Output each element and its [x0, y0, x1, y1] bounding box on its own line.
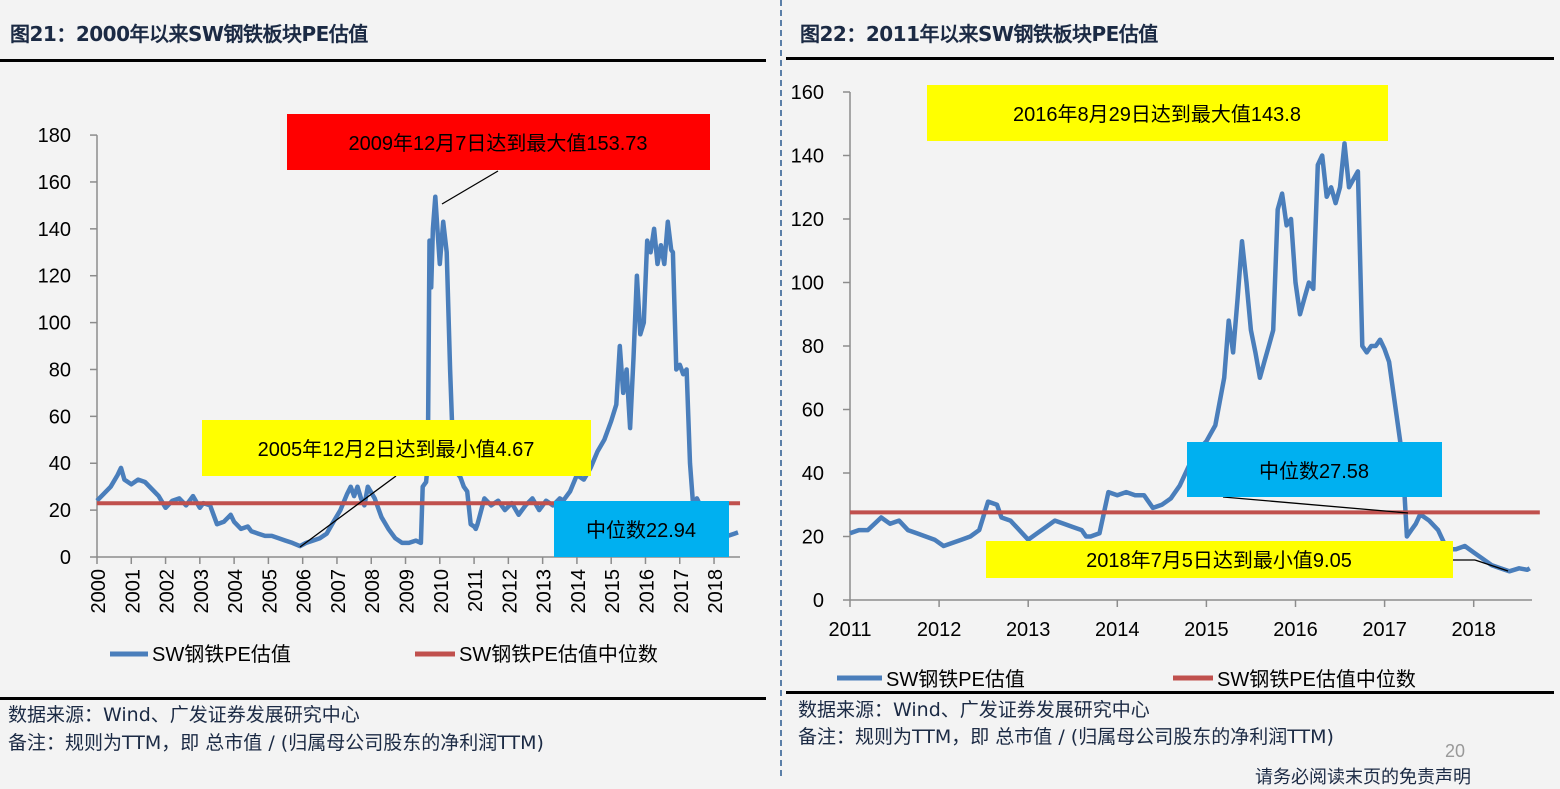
right-min-annotation-box	[986, 541, 1453, 578]
left-legend-median-label: SW钢铁PE估值中位数	[459, 643, 658, 666]
y-tick-label: 40	[802, 463, 824, 485]
x-tick-label: 2000	[88, 569, 110, 614]
right-legend-series-label: SW钢铁PE估值	[886, 668, 1025, 691]
x-tick-label: 2002	[157, 569, 179, 614]
x-tick-label: 2017	[1362, 619, 1407, 641]
x-tick-label: 2016	[636, 569, 658, 614]
x-tick-label: 2017	[671, 569, 693, 614]
left-chart-title: 图21：2000年以来SW钢铁板块PE估值	[10, 22, 368, 46]
x-tick-label: 2012	[499, 569, 521, 614]
x-tick-label: 2018	[1451, 619, 1496, 641]
y-tick-label: 140	[791, 146, 824, 168]
y-tick-label: 20	[802, 527, 824, 549]
right-footer-divider	[786, 691, 1554, 694]
y-tick-label: 180	[38, 125, 71, 147]
y-tick-label: 140	[38, 219, 71, 241]
x-tick-label: 2005	[259, 569, 281, 614]
right-legend-median-label: SW钢铁PE估值中位数	[1217, 668, 1416, 691]
y-tick-label: 80	[49, 359, 71, 381]
left-pe-series-line	[95, 194, 739, 549]
x-tick-label: 2010	[431, 569, 453, 614]
x-tick-label: 2014	[1095, 619, 1140, 641]
right-median-annotation-box	[1187, 442, 1442, 497]
left-title-divider	[0, 59, 766, 62]
y-tick-label: 20	[49, 500, 71, 522]
y-tick-label: 100	[791, 273, 824, 295]
left-median-annotation-box	[554, 501, 729, 557]
right-median-connector	[1222, 496, 1409, 514]
left-chart: 0 20 40 60 80 100 120 140 160 180 2000 2001 2002 2003…	[38, 114, 741, 666]
x-tick-label: 2018	[705, 569, 727, 614]
page-number: 20	[1445, 741, 1466, 761]
x-tick-label: 2015	[1184, 619, 1229, 641]
x-tick-label: 2001	[122, 569, 144, 614]
y-tick-label: 160	[791, 82, 824, 104]
left-max-annotation-box	[287, 114, 710, 170]
left-min-annotation-text: 2005年12月2日达到最小值4.67	[258, 438, 535, 461]
left-note-text: 备注：规则为TTM，即 总市值 / (归属母公司股东的净利润TTM)	[8, 732, 544, 754]
x-tick-label: 2011	[465, 569, 487, 612]
left-min-connector	[299, 475, 397, 548]
left-min-annotation-box	[202, 420, 591, 476]
left-max-connector	[441, 170, 499, 205]
right-min-annotation-text: 2018年7月5日达到最小值9.05	[1086, 549, 1352, 572]
x-tick-label: 2007	[328, 569, 350, 614]
y-tick-label: 60	[802, 400, 824, 422]
right-note-text: 备注：规则为TTM，即 总市值 / (归属母公司股东的净利润TTM)	[798, 726, 1334, 748]
y-tick-label: 0	[60, 547, 71, 569]
left-source-text: 数据来源：Wind、广发证券发展研究中心	[8, 704, 360, 726]
y-tick-label: 120	[791, 209, 824, 231]
right-max-annotation-box	[927, 85, 1388, 141]
y-tick-label: 40	[49, 453, 71, 475]
x-tick-label: 2012	[917, 619, 962, 641]
x-tick-label: 2008	[362, 569, 384, 614]
y-tick-label: 120	[38, 266, 71, 288]
y-tick-label: 0	[813, 590, 824, 612]
right-pe-series-line	[849, 141, 1531, 574]
left-median-annotation-text: 中位数22.94	[586, 519, 696, 542]
x-tick-label: 2003	[191, 569, 213, 614]
right-title-divider	[786, 57, 1554, 60]
right-max-annotation-text: 2016年8月29日达到最大值143.8	[1013, 103, 1301, 126]
left-legend-series-label: SW钢铁PE估值	[152, 643, 291, 666]
x-tick-label: 2016	[1273, 619, 1318, 641]
x-tick-label: 2009	[397, 569, 419, 614]
x-tick-label: 2011	[828, 619, 871, 641]
x-tick-label: 2014	[568, 569, 590, 614]
left-max-annotation-text: 2009年12月7日达到最大值153.73	[348, 132, 647, 155]
disclaimer-text: 请务必阅读末页的免责声明	[1255, 767, 1471, 788]
x-tick-label: 2013	[534, 569, 556, 614]
right-source-text: 数据来源：Wind、广发证券发展研究中心	[798, 699, 1150, 721]
y-tick-label: 80	[802, 336, 824, 358]
left-footer-divider	[0, 697, 766, 700]
y-tick-label: 60	[49, 406, 71, 428]
right-median-annotation-text: 中位数27.58	[1259, 460, 1369, 483]
y-tick-label: 100	[38, 313, 71, 335]
right-min-connector-2	[1474, 559, 1509, 572]
x-tick-label: 2013	[1006, 619, 1051, 641]
panel-separator	[780, 0, 782, 776]
x-tick-label: 2004	[225, 569, 247, 614]
x-tick-label: 2015	[602, 569, 624, 614]
right-chart: 0 20 40 60 80 100 120 140 160 2011 2012 2013 2014 201…	[791, 82, 1540, 691]
right-chart-title: 图22：2011年以来SW钢铁板块PE估值	[800, 22, 1158, 46]
x-tick-label: 2006	[294, 569, 316, 614]
y-tick-label: 160	[38, 172, 71, 194]
